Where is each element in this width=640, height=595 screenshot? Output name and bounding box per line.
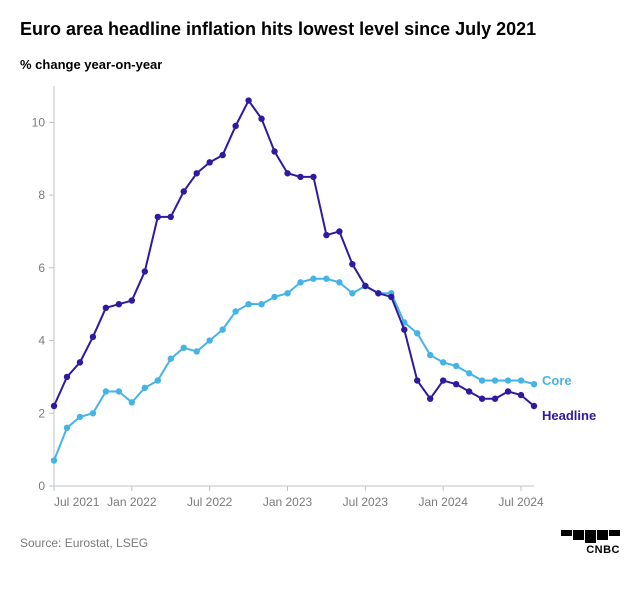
svg-text:Jul 2024: Jul 2024 — [498, 495, 544, 509]
svg-text:Jan 2022: Jan 2022 — [107, 495, 157, 509]
chart-svg: 0 2 4 6 8 10 Jul 2021 Jan 2022 Jul 2022 Jan 2023 J… — [20, 80, 620, 520]
cnbc-logo: CNBC — [561, 530, 620, 556]
svg-text:Jul 2021: Jul 2021 — [54, 495, 100, 509]
svg-text:Jan 2024: Jan 2024 — [418, 495, 468, 509]
svg-text:Jul 2023: Jul 2023 — [343, 495, 389, 509]
cnbc-logo-bars — [561, 530, 620, 543]
svg-text:Jul 2022: Jul 2022 — [187, 495, 233, 509]
svg-text:0: 0 — [38, 479, 45, 493]
series-label-core: Core — [542, 373, 572, 388]
svg-text:2: 2 — [38, 407, 45, 421]
chart-subtitle: % change year-on-year — [20, 57, 620, 72]
svg-text:Jan 2023: Jan 2023 — [263, 495, 313, 509]
svg-text:10: 10 — [32, 116, 46, 130]
chart-footer: Source: Eurostat, LSEG CNBC — [20, 530, 620, 556]
cnbc-logo-text: CNBC — [586, 545, 620, 556]
chart-title: Euro area headline inflation hits lowest… — [20, 18, 620, 41]
source-text: Source: Eurostat, LSEG — [20, 536, 148, 550]
series-label-headline: Headline — [542, 408, 596, 423]
chart-frame: Euro area headline inflation hits lowest… — [0, 0, 640, 595]
line-chart: 0 2 4 6 8 10 Jul 2021 Jan 2022 Jul 2022 Jan 2023 J… — [20, 80, 620, 520]
svg-text:4: 4 — [38, 334, 45, 348]
svg-text:6: 6 — [38, 261, 45, 275]
svg-text:8: 8 — [38, 188, 45, 202]
